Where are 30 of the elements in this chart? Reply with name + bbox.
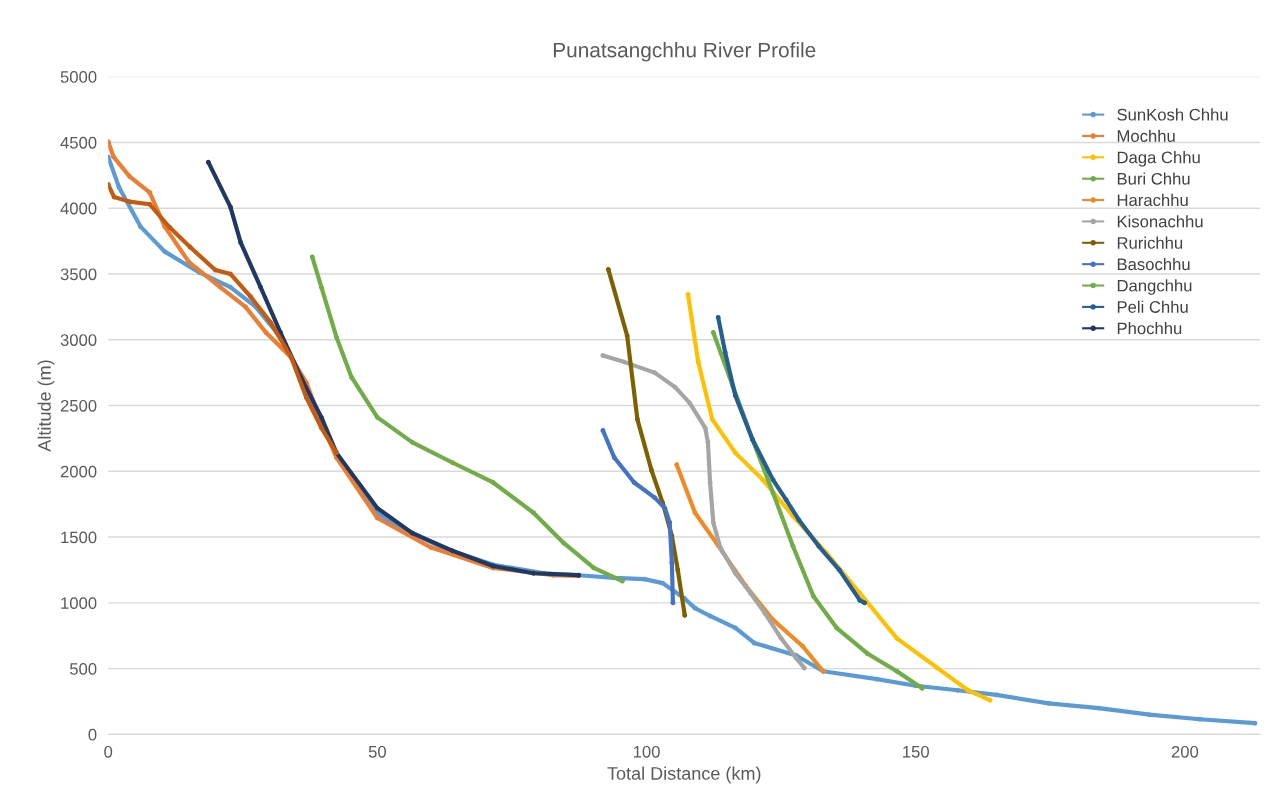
legend-label: Peli Chhu (1117, 300, 1188, 313)
legend-label: Daga Chhu (1117, 151, 1200, 167)
chart-title: Punatsangchhu River Profile (553, 42, 816, 62)
x-tick-label: 0 (104, 745, 113, 758)
legend-label: Basochhu (1117, 257, 1190, 271)
y-tick-label: 4000 (60, 202, 97, 215)
y-tick-label: 1000 (61, 597, 97, 610)
legend-label: SunKosh Chhu (1117, 108, 1228, 121)
x-tick-label: 150 (903, 745, 929, 758)
y-tick-label: 3500 (60, 268, 97, 281)
y-tick-label: 3000 (60, 334, 97, 346)
legend-label: Mochhu (1117, 129, 1175, 142)
legend-label: Harachhu (1117, 193, 1188, 207)
legend-label: Kisonachhu (1117, 215, 1203, 228)
y-tick-label: 500 (69, 663, 97, 675)
x-tick-label: 100 (633, 745, 660, 758)
x-tick-label: 200 (1171, 745, 1199, 758)
legend-label: Rurichhu (1117, 236, 1183, 249)
y-tick-label: 4500 (60, 136, 97, 149)
y-tick-label: 2000 (60, 465, 97, 478)
y-tick-label: 5000 (60, 71, 97, 83)
legend-label: Buri Chhu (1117, 172, 1190, 185)
x-tick-label: 50 (368, 745, 386, 758)
y-axis-title: Altitude (m) (37, 360, 55, 452)
legend-label: Dangchhu (1117, 279, 1192, 295)
y-tick-label: 0 (88, 728, 97, 741)
y-tick-label: 2500 (60, 399, 97, 412)
y-tick-label: 1500 (61, 531, 97, 544)
legend-label: Phochhu (1117, 322, 1182, 335)
x-axis-title: Total Distance (km) (607, 766, 761, 784)
